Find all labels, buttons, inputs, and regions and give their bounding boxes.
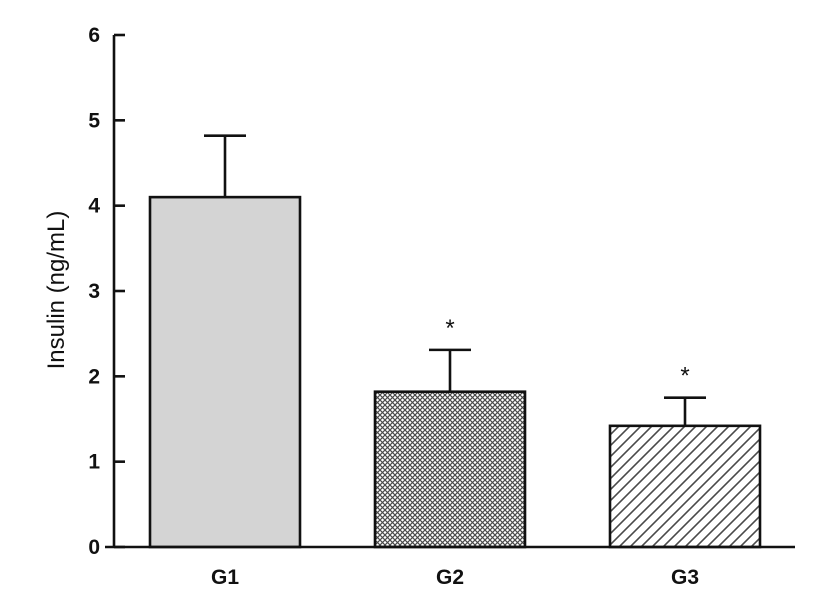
x-label-g2: G2 xyxy=(436,566,464,589)
y-axis-title: Insulin (ng/mL) xyxy=(43,211,70,370)
x-labels-layer: G1 G2 G3 xyxy=(211,566,699,589)
y-tick-label: 5 xyxy=(88,109,100,132)
x-label-g1: G1 xyxy=(211,566,239,589)
significance-marker-g3: * xyxy=(680,363,689,390)
y-tick-label: 6 xyxy=(88,24,100,47)
significance-marker-g2: * xyxy=(445,315,454,342)
y-tick-label: 1 xyxy=(88,451,100,474)
y-tick-label: 3 xyxy=(88,280,100,303)
x-label-g3: G3 xyxy=(671,566,699,589)
bar-g3 xyxy=(608,424,762,549)
significance-layer: ** xyxy=(445,315,689,390)
y-ticks-layer: 0 1 2 3 4 5 6 xyxy=(88,24,125,559)
bar-g1 xyxy=(148,195,302,549)
y-tick-label: 4 xyxy=(88,195,100,218)
y-tick-label: 2 xyxy=(88,365,100,388)
bars-layer xyxy=(148,195,762,549)
bar-g2 xyxy=(373,390,527,549)
error-bars-layer xyxy=(204,134,706,426)
y-tick-label: 0 xyxy=(88,536,100,559)
